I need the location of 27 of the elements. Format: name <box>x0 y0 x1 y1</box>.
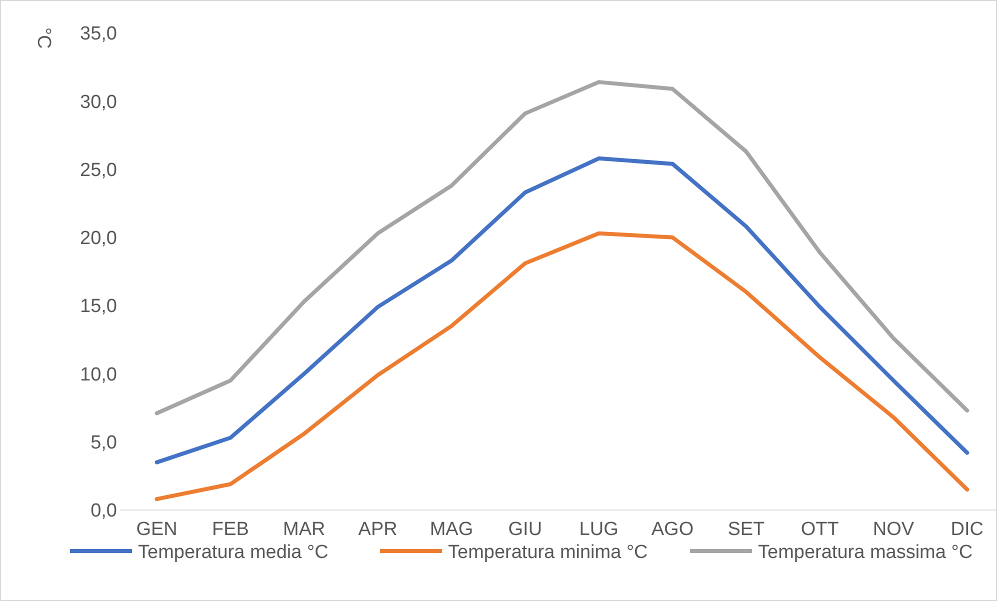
y-tick-label: 25,0 <box>80 160 117 181</box>
x-tick-label: FEB <box>212 519 249 540</box>
y-tick-label: 20,0 <box>80 228 117 250</box>
legend-label: Temperatura minima °C <box>448 542 648 563</box>
x-tick-label: AGO <box>651 519 694 540</box>
legend-label: Temperatura media °C <box>138 542 328 563</box>
y-tick-label: 35,0 <box>80 24 117 45</box>
x-tick-label: NOV <box>872 519 914 540</box>
x-tick-label: APR <box>358 519 398 540</box>
legend-label: Temperatura massima °C <box>758 542 973 563</box>
y-tick-label: 5,0 <box>90 432 117 454</box>
line-series <box>154 80 970 416</box>
y-tick-label: 15,0 <box>80 296 117 318</box>
x-tick-label: GEN <box>136 519 178 540</box>
y-tick-label: 0,0 <box>90 500 117 522</box>
x-tick-label: DIC <box>950 519 984 540</box>
x-tick-label: MAG <box>430 519 474 540</box>
x-tick-label: LUG <box>579 519 618 540</box>
line-series <box>154 231 970 502</box>
y-tick-label: 30,0 <box>80 92 117 113</box>
x-tick-label: MAR <box>283 519 326 540</box>
x-tick-label: OTT <box>800 519 840 540</box>
y-tick-label: 10,0 <box>80 364 117 386</box>
line-series <box>154 156 970 464</box>
x-tick-label: SET <box>728 519 766 540</box>
y-axis-title: °C <box>33 27 54 49</box>
x-tick-label: GIU <box>508 519 542 540</box>
